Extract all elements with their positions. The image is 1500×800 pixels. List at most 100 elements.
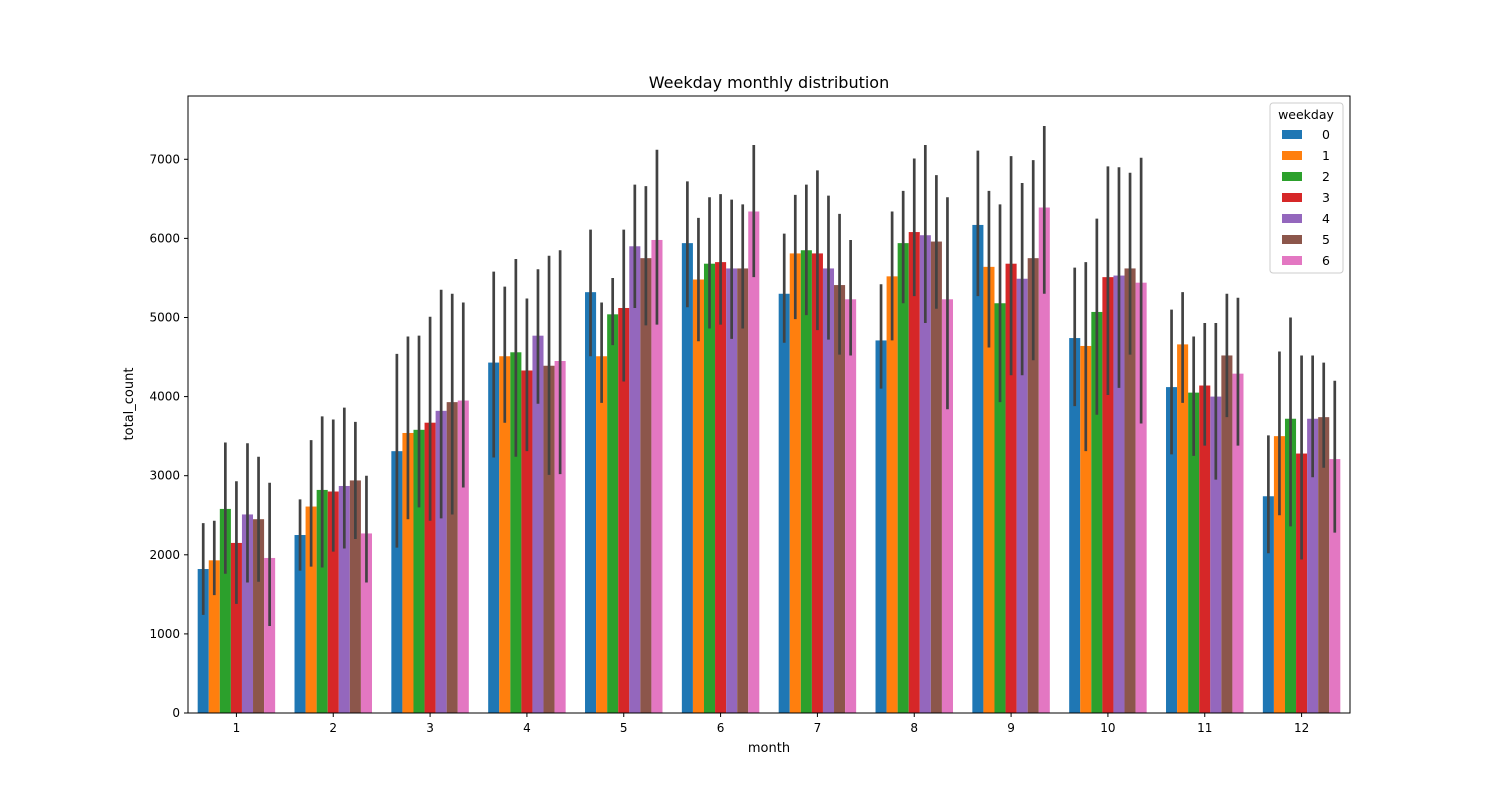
- bar-month-5-weekday-6: [651, 239, 663, 713]
- bar-month-4-weekday-5: [543, 365, 555, 713]
- bar-month-9-weekday-6: [1038, 207, 1050, 713]
- bar-month-4-weekday-2: [510, 352, 522, 713]
- bar-month-12-weekday-5: [1318, 417, 1330, 713]
- bar-month-9-weekday-1: [983, 266, 995, 713]
- bar-month-12-weekday-2: [1284, 418, 1297, 713]
- plot-frame: [187, 95, 1351, 714]
- x-axis-label: month: [748, 741, 790, 756]
- bar-month-7-weekday-0: [778, 293, 790, 713]
- bar-month-1-weekday-3: [230, 542, 242, 713]
- bar-month-7-weekday-1: [789, 253, 801, 713]
- bar-month-10-weekday-1: [1080, 345, 1092, 713]
- bar-month-8-weekday-4: [919, 235, 931, 713]
- legend-label-weekday-3: 3: [1322, 190, 1330, 205]
- bar-month-5-weekday-3: [618, 307, 630, 713]
- bar-month-6-weekday-1: [692, 279, 704, 713]
- x-tick-label: 5: [620, 721, 628, 735]
- chart-title: Weekday monthly distribution: [649, 73, 889, 92]
- error-bars-layer: [201, 126, 1337, 626]
- legend-frame: [1269, 102, 1344, 274]
- bar-month-12-weekday-3: [1296, 453, 1308, 713]
- bar-month-9-weekday-3: [1005, 263, 1017, 713]
- bar-month-6-weekday-4: [726, 268, 738, 713]
- bar-month-1-weekday-5: [253, 519, 265, 713]
- legend-swatch-weekday-6: [1282, 256, 1302, 265]
- x-tick-label: 1: [233, 721, 241, 735]
- legend-swatch-weekday-4: [1282, 214, 1302, 223]
- bar-month-12-weekday-6: [1329, 459, 1341, 713]
- x-tick-label: 12: [1294, 721, 1309, 735]
- y-tick-label: 5000: [149, 310, 180, 324]
- x-tick-label: 10: [1100, 721, 1115, 735]
- bar-month-11-weekday-6: [1232, 373, 1244, 713]
- bar-month-6-weekday-3: [715, 262, 727, 713]
- bar-month-3-weekday-1: [402, 432, 414, 713]
- legend-items: 0 1 2 3 4 5 6: [1282, 127, 1330, 268]
- y-tick-label: 2000: [149, 548, 180, 562]
- bar-month-11-weekday-1: [1177, 344, 1189, 713]
- legend-swatch-weekday-0: [1282, 130, 1302, 139]
- legend-label-weekday-6: 6: [1322, 253, 1330, 268]
- legend-label-weekday-1: 1: [1322, 148, 1330, 163]
- y-tick-label: 0: [172, 706, 180, 720]
- bar-month-5-weekday-5: [640, 258, 652, 713]
- bar-month-9-weekday-0: [972, 224, 984, 713]
- legend-label-weekday-5: 5: [1322, 232, 1330, 247]
- bar-month-5-weekday-4: [629, 246, 641, 714]
- legend: weekday 0 1 2 3 4 5 6: [1269, 102, 1344, 274]
- bar-month-11-weekday-0: [1166, 387, 1178, 713]
- bar-month-6-weekday-0: [681, 243, 693, 713]
- bar-month-11-weekday-4: [1210, 396, 1222, 713]
- bar-month-3-weekday-6: [457, 400, 469, 713]
- bar-month-9-weekday-4: [1016, 278, 1028, 713]
- bar-month-7-weekday-6: [845, 299, 857, 713]
- y-tick-label: 3000: [149, 469, 180, 483]
- bar-month-11-weekday-2: [1188, 392, 1200, 713]
- bar-month-3-weekday-5: [446, 402, 458, 713]
- bar-month-5-weekday-1: [596, 356, 608, 713]
- bar-month-1-weekday-6: [264, 557, 276, 713]
- bar-month-7-weekday-5: [834, 285, 846, 713]
- y-tick-label: 4000: [149, 390, 180, 404]
- bars-layer: [197, 207, 1341, 714]
- bar-month-2-weekday-6: [360, 533, 372, 713]
- legend-swatch-weekday-1: [1282, 151, 1302, 160]
- bar-month-9-weekday-2: [994, 303, 1006, 713]
- bar-month-9-weekday-5: [1027, 258, 1039, 713]
- bar-month-8-weekday-5: [930, 241, 942, 714]
- bar-month-2-weekday-4: [338, 485, 350, 713]
- x-axis: 1 2 3 4 5 6 7 8 9 10 11 12: [233, 713, 1309, 735]
- bar-month-3-weekday-3: [424, 422, 436, 713]
- bar-month-10-weekday-2: [1091, 311, 1103, 713]
- x-tick-label: 8: [910, 721, 918, 735]
- bar-month-8-weekday-0: [875, 340, 887, 713]
- y-tick-label: 6000: [149, 231, 180, 245]
- legend-label-weekday-4: 4: [1322, 211, 1330, 226]
- bar-month-5-weekday-2: [607, 314, 619, 713]
- bar-month-7-weekday-2: [800, 250, 812, 713]
- bar-month-6-weekday-6: [748, 211, 760, 714]
- y-tick-label: 7000: [149, 152, 180, 166]
- legend-swatch-weekday-5: [1282, 235, 1302, 244]
- bar-month-4-weekday-3: [521, 370, 533, 713]
- bar-month-3-weekday-4: [435, 410, 447, 713]
- bar-month-1-weekday-2: [219, 508, 231, 713]
- y-tick-label: 1000: [149, 627, 180, 641]
- bar-month-12-weekday-0: [1262, 496, 1274, 713]
- bar-month-12-weekday-4: [1307, 418, 1319, 713]
- x-tick-label: 9: [1007, 721, 1015, 735]
- bar-month-2-weekday-0: [294, 535, 306, 713]
- bar-month-10-weekday-6: [1135, 282, 1147, 713]
- bar-month-4-weekday-4: [532, 335, 544, 713]
- bar-month-10-weekday-5: [1124, 268, 1136, 713]
- x-tick-label: 3: [426, 721, 434, 735]
- bar-month-2-weekday-1: [305, 506, 317, 713]
- bar-month-8-weekday-6: [941, 299, 953, 713]
- legend-label-weekday-0: 0: [1322, 127, 1330, 142]
- x-tick-label: 2: [329, 721, 337, 735]
- bar-month-6-weekday-5: [737, 268, 749, 713]
- bar-month-2-weekday-2: [316, 489, 328, 713]
- bar-month-6-weekday-2: [703, 263, 716, 713]
- bar-month-8-weekday-1: [886, 276, 898, 713]
